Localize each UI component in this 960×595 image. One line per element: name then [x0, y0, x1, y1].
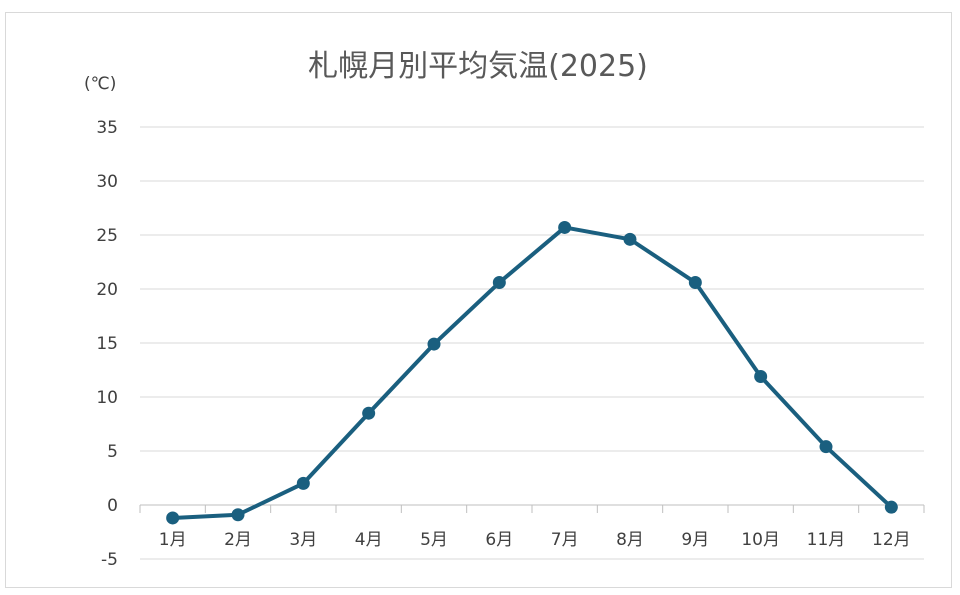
y-tick-label: 30 — [96, 172, 118, 192]
y-tick-label: 25 — [96, 226, 118, 246]
x-tick-label: 6月 — [485, 530, 513, 550]
y-tick-label: -5 — [101, 550, 118, 570]
chart-title: 札幌月別平均気温(2025) — [308, 49, 648, 84]
y-tick-label: 10 — [96, 388, 118, 408]
data-point — [819, 440, 833, 454]
x-tick-label: 2月 — [224, 530, 252, 550]
x-tick-label: 5月 — [420, 530, 448, 550]
gridlines — [140, 126, 924, 560]
data-point — [754, 369, 768, 383]
data-point — [558, 220, 572, 234]
data-point — [492, 276, 506, 290]
data-point — [427, 337, 441, 351]
x-tick-label: 12月 — [872, 530, 911, 550]
x-tick-label: 8月 — [616, 530, 644, 550]
x-tick-label: 11月 — [807, 530, 846, 550]
y-tick-label: 35 — [96, 118, 118, 138]
data-point — [362, 406, 376, 420]
series — [166, 220, 898, 525]
y-axis-unit-label: (℃) — [84, 74, 116, 94]
data-point — [623, 232, 637, 246]
x-tick-label: 9月 — [681, 530, 709, 550]
y-tick-label: 0 — [107, 496, 118, 516]
y-tick-label: 20 — [96, 280, 118, 300]
series-line — [170, 225, 894, 520]
data-point — [166, 511, 180, 525]
x-tick-label: 10月 — [741, 530, 780, 550]
data-point — [231, 508, 245, 522]
x-tick-label: 1月 — [159, 530, 187, 550]
x-tick-label: 4月 — [355, 530, 383, 550]
x-tick-label: 3月 — [289, 530, 317, 550]
y-tick-label: 5 — [107, 442, 118, 462]
data-point — [296, 476, 310, 490]
data-point — [884, 500, 898, 514]
y-tick-label: 15 — [96, 334, 118, 354]
y-axis-ticks: 35 30 25 20 15 10 5 0 -5 — [96, 118, 118, 570]
data-point — [688, 276, 702, 290]
x-tick-label: 7月 — [551, 530, 579, 550]
x-axis: 1月 2月 3月 4月 5月 6月 7月 8月 9月 10月 11月 12月 — [139, 504, 925, 550]
